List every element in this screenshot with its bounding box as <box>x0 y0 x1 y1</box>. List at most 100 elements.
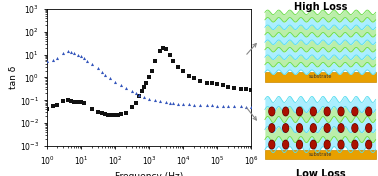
Circle shape <box>283 141 288 148</box>
Circle shape <box>297 140 302 149</box>
Y-axis label: tan δ: tan δ <box>9 66 18 89</box>
Circle shape <box>366 107 372 116</box>
Circle shape <box>339 125 343 131</box>
Circle shape <box>311 108 316 115</box>
Point <box>105 113 111 116</box>
Circle shape <box>325 108 330 115</box>
Point <box>197 103 203 106</box>
Point <box>163 47 169 50</box>
Circle shape <box>339 141 343 148</box>
Circle shape <box>338 124 344 132</box>
Text: High Loss: High Loss <box>294 2 347 12</box>
Circle shape <box>311 125 316 131</box>
Circle shape <box>366 141 371 148</box>
Bar <box>265 72 376 82</box>
Circle shape <box>283 140 288 149</box>
Point <box>243 105 249 108</box>
Point <box>204 104 210 106</box>
Point <box>50 58 56 61</box>
Point <box>65 50 71 53</box>
Point <box>220 105 226 107</box>
Point <box>50 105 56 108</box>
Point <box>167 53 173 56</box>
Point <box>112 114 118 117</box>
Circle shape <box>366 140 372 149</box>
Point <box>243 88 249 91</box>
Point <box>225 85 231 88</box>
Point <box>133 92 139 95</box>
Point <box>102 113 108 115</box>
Point <box>68 100 74 103</box>
Point <box>99 112 105 114</box>
Point <box>109 114 115 117</box>
Circle shape <box>353 108 357 115</box>
Circle shape <box>338 140 344 149</box>
Circle shape <box>324 140 330 149</box>
Point <box>84 59 90 62</box>
Point <box>60 100 67 103</box>
Point <box>78 100 84 103</box>
Point <box>225 105 231 108</box>
Circle shape <box>270 141 274 148</box>
Point <box>141 85 147 88</box>
Point <box>152 99 158 102</box>
Point <box>141 96 147 98</box>
Circle shape <box>366 125 371 131</box>
Point <box>71 100 77 103</box>
Circle shape <box>310 140 316 149</box>
Circle shape <box>352 124 358 132</box>
Point <box>129 106 135 109</box>
Point <box>54 103 60 106</box>
Point <box>71 51 77 54</box>
Point <box>60 51 67 54</box>
Point <box>122 112 129 114</box>
Point <box>170 102 176 105</box>
Point <box>112 80 118 83</box>
Circle shape <box>269 107 275 116</box>
Point <box>94 67 101 70</box>
Bar <box>265 150 376 159</box>
Circle shape <box>324 107 330 116</box>
Circle shape <box>297 124 302 132</box>
Point <box>88 62 94 65</box>
Point <box>78 54 84 57</box>
Point <box>191 77 197 80</box>
X-axis label: Frequency (Hz): Frequency (Hz) <box>115 172 183 176</box>
Point <box>156 49 163 52</box>
Point <box>146 97 152 100</box>
Circle shape <box>366 124 372 132</box>
Point <box>94 111 101 114</box>
Point <box>186 103 192 106</box>
Point <box>44 60 50 63</box>
Point <box>133 101 139 104</box>
Point <box>107 114 113 116</box>
Circle shape <box>270 108 274 115</box>
Point <box>136 94 142 96</box>
Text: substrate: substrate <box>308 152 332 157</box>
Circle shape <box>297 108 302 115</box>
Point <box>191 103 197 106</box>
Point <box>209 82 215 85</box>
Point <box>146 76 152 79</box>
Point <box>231 105 237 108</box>
Circle shape <box>366 108 371 115</box>
Circle shape <box>297 125 302 131</box>
Point <box>75 100 81 103</box>
Point <box>81 101 87 104</box>
Point <box>204 81 210 84</box>
Circle shape <box>283 108 288 115</box>
Point <box>238 105 244 108</box>
Point <box>160 46 166 49</box>
Point <box>139 90 145 93</box>
Point <box>107 77 113 80</box>
Point <box>136 95 142 98</box>
Point <box>209 104 215 107</box>
Circle shape <box>283 107 288 116</box>
Point <box>44 108 50 111</box>
Point <box>118 84 124 87</box>
Point <box>197 80 203 82</box>
Circle shape <box>352 140 358 149</box>
Circle shape <box>353 141 357 148</box>
Point <box>115 114 121 117</box>
Circle shape <box>352 107 358 116</box>
